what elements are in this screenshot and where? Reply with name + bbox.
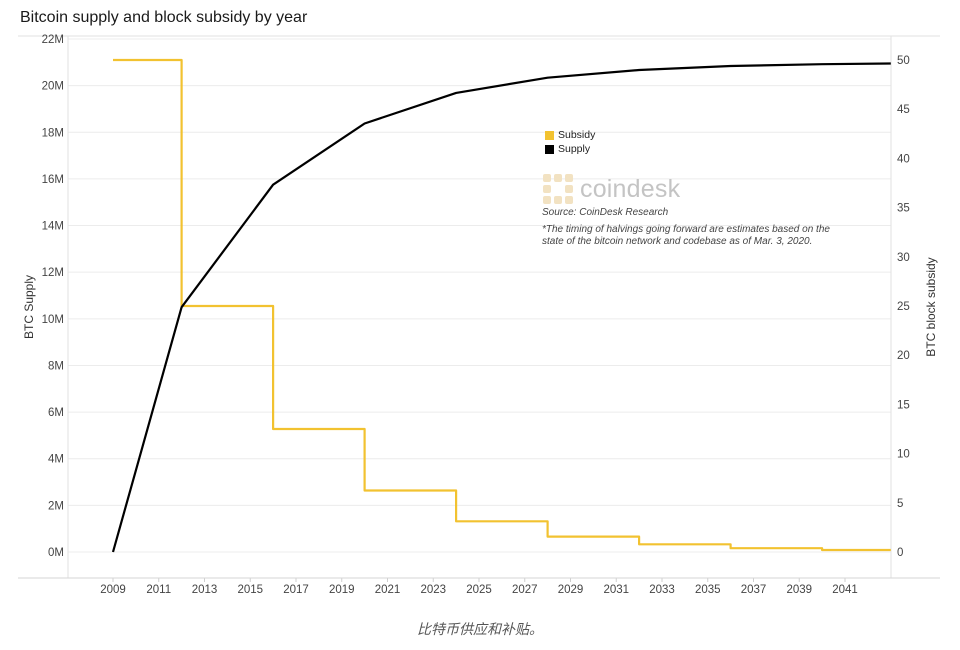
y-tick-label: 10M bbox=[42, 314, 64, 326]
y-tick-label: 16M bbox=[42, 174, 64, 186]
y2-tick-label: 35 bbox=[897, 203, 910, 215]
chart-svg: 0M2M4M6M8M10M12M14M16M18M20M22M051015202… bbox=[18, 34, 940, 596]
legend-swatch-supply bbox=[545, 144, 554, 154]
legend-label-subsidy: Subsidy bbox=[558, 129, 596, 141]
legend-item-subsidy: Subsidy bbox=[545, 128, 595, 142]
x-tick-label: 2027 bbox=[512, 584, 538, 596]
y-tick-label: 12M bbox=[42, 267, 64, 279]
x-tick-label: 2037 bbox=[741, 584, 767, 596]
legend-item-supply: Supply bbox=[545, 142, 595, 156]
y2-tick-label: 5 bbox=[897, 498, 903, 510]
y-tick-label: 2M bbox=[48, 500, 64, 512]
coindesk-logo: coindesk bbox=[543, 174, 680, 204]
y-axis-title: BTC Supply bbox=[22, 275, 36, 339]
x-tick-label: 2019 bbox=[329, 584, 355, 596]
legend-label-supply: Supply bbox=[558, 143, 591, 155]
y-tick-label: 0M bbox=[48, 547, 64, 559]
x-tick-label: 2035 bbox=[695, 584, 721, 596]
y2-axis-title: BTC block subsidy bbox=[924, 257, 938, 356]
legend-swatch-subsidy bbox=[545, 130, 554, 140]
x-tick-label: 2023 bbox=[420, 584, 446, 596]
y-tick-label: 18M bbox=[42, 127, 64, 139]
x-tick-label: 2013 bbox=[192, 584, 218, 596]
x-tick-label: 2011 bbox=[146, 584, 171, 596]
label-layer: 0M2M4M6M8M10M12M14M16M18M20M22M051015202… bbox=[22, 34, 938, 596]
y2-tick-label: 15 bbox=[897, 399, 910, 411]
y2-tick-label: 20 bbox=[897, 350, 910, 362]
x-tick-label: 2033 bbox=[649, 584, 675, 596]
y2-tick-label: 30 bbox=[897, 252, 910, 264]
x-tick-label: 2031 bbox=[603, 584, 629, 596]
x-tick-label: 2017 bbox=[283, 584, 309, 596]
y-tick-label: 8M bbox=[48, 360, 64, 372]
grid-layer bbox=[68, 38, 891, 553]
series-layer bbox=[111, 58, 891, 553]
x-tick-label: 2015 bbox=[237, 584, 263, 596]
coindesk-logo-icon bbox=[543, 174, 573, 204]
y-tick-label: 4M bbox=[48, 454, 64, 466]
x-tick-label: 2021 bbox=[375, 584, 401, 596]
x-tick-label: 2041 bbox=[832, 584, 858, 596]
y-tick-label: 14M bbox=[42, 221, 64, 233]
chart-title: Bitcoin supply and block subsidy by year bbox=[20, 9, 308, 26]
source-note: Source: CoinDesk Research bbox=[542, 207, 669, 218]
x-tick-label: 2039 bbox=[786, 584, 812, 596]
y2-tick-label: 25 bbox=[897, 301, 910, 313]
series-line-supply bbox=[111, 62, 891, 553]
footnote: *The timing of halvings going forward ar… bbox=[542, 224, 830, 247]
y2-tick-label: 0 bbox=[897, 547, 903, 559]
series-line-subsidy bbox=[113, 58, 891, 552]
y2-tick-label: 40 bbox=[897, 153, 910, 165]
y-tick-label: 6M bbox=[48, 407, 64, 419]
axis-layer bbox=[18, 35, 940, 582]
y-tick-label: 20M bbox=[42, 81, 64, 93]
y2-tick-label: 45 bbox=[897, 104, 910, 116]
caption: 比特币供应和补贴。 bbox=[417, 621, 543, 637]
legend: Subsidy Supply bbox=[545, 128, 595, 156]
x-tick-label: 2025 bbox=[466, 584, 492, 596]
coindesk-logo-text: coindesk bbox=[580, 174, 681, 203]
x-tick-label: 2029 bbox=[558, 584, 584, 596]
x-tick-label: 2009 bbox=[100, 584, 126, 596]
y-tick-label: 22M bbox=[42, 34, 64, 46]
y2-tick-label: 10 bbox=[897, 449, 910, 461]
y2-tick-label: 50 bbox=[897, 55, 910, 67]
